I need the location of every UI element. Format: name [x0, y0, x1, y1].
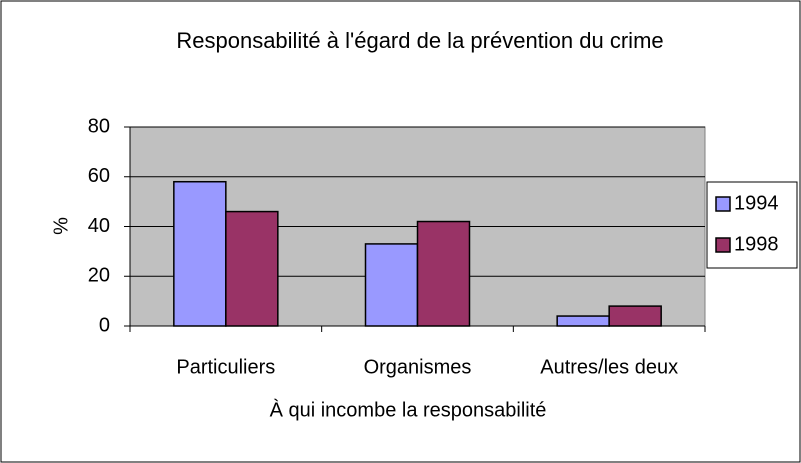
- bar: [556, 315, 610, 327]
- y-tick-label: 80: [88, 115, 110, 137]
- bar: [225, 210, 279, 327]
- legend-label: 1994: [734, 192, 779, 214]
- legend-label: 1998: [734, 233, 779, 255]
- x-tick-label: Autres/les deux: [540, 356, 678, 378]
- x-tick-label: Organismes: [364, 356, 472, 378]
- bar: [416, 220, 471, 327]
- bar: [173, 180, 227, 327]
- legend-swatch: [715, 196, 731, 212]
- bar: [608, 305, 662, 327]
- legend-swatch: [715, 237, 731, 253]
- chart-title: Responsabilité à l'égard de la préventio…: [176, 28, 663, 53]
- y-tick-label: 0: [99, 314, 110, 336]
- x-tick-label: Particuliers: [176, 356, 275, 378]
- bar: [364, 243, 419, 327]
- y-tick-label: 20: [88, 265, 110, 287]
- y-tick-label: 40: [88, 215, 110, 237]
- y-axis-label: %: [50, 217, 72, 235]
- y-tick-label: 60: [88, 165, 110, 187]
- x-axis-label: À qui incombe la responsabilité: [270, 398, 547, 421]
